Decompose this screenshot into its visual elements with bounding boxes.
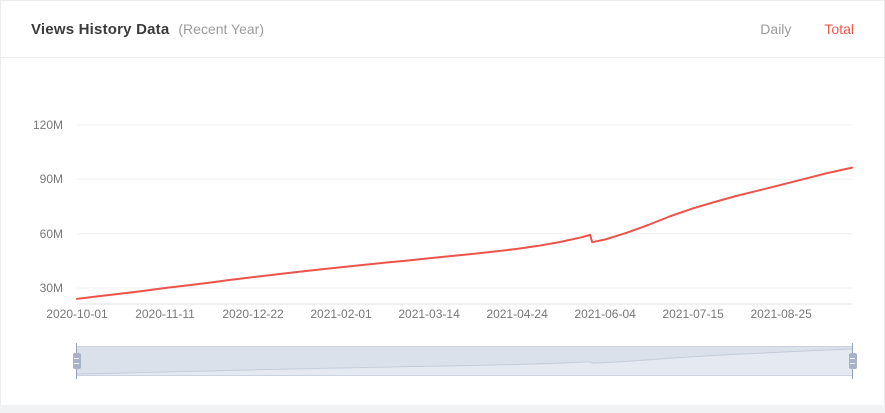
- page-title: Views History Data: [31, 20, 170, 38]
- datazoom-shadow-area: [77, 348, 852, 375]
- chart-plot-area[interactable]: [1, 1, 885, 406]
- tab-total[interactable]: Total: [824, 21, 854, 37]
- datazoom-left-handle[interactable]: [72, 343, 81, 379]
- x-axis-label: 2021-07-15: [662, 307, 724, 321]
- x-axis-label: 2021-02-01: [310, 307, 372, 321]
- datazoom-slider: [72, 343, 857, 379]
- x-axis-label: 2020-11-11: [135, 307, 195, 321]
- card-header: Views History Data (Recent Year) Daily T…: [1, 1, 884, 58]
- y-axis-label: 30M: [39, 281, 63, 295]
- y-axis-label: 90M: [39, 172, 63, 187]
- datazoom-track[interactable]: [76, 346, 853, 376]
- datazoom-shadow-line: [77, 348, 852, 375]
- x-axis-label: 2021-04-24: [486, 307, 548, 321]
- page-title-suffix: (Recent Year): [178, 21, 264, 37]
- y-axis-label: 60M: [39, 226, 63, 241]
- datazoom-left-grip-icon: [72, 353, 81, 369]
- datazoom-data-shadow: [77, 348, 852, 375]
- total-views-line: [76, 166, 853, 300]
- x-axis-label: 2020-12-22: [222, 307, 284, 321]
- datazoom-right-grip-icon: [848, 353, 857, 369]
- x-axis-label: 2021-03-14: [398, 307, 460, 321]
- tab-daily[interactable]: Daily: [760, 21, 792, 37]
- x-axis-label: 2021-06-04: [574, 307, 636, 321]
- x-axis-label: 2020-10-01: [46, 307, 108, 321]
- y-axis-label: 120M: [32, 118, 63, 132]
- datazoom-right-handle[interactable]: [848, 343, 857, 379]
- x-axis-label: 2021-08-25: [750, 307, 812, 321]
